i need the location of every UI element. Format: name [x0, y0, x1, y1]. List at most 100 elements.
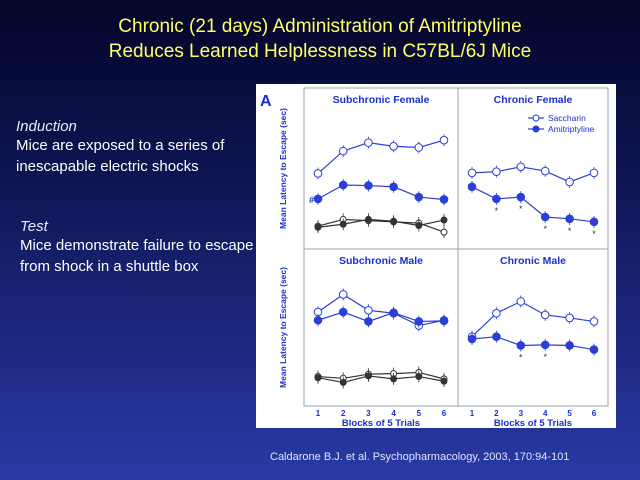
data-point [565, 177, 574, 187]
data-point [589, 345, 599, 354]
series-line [471, 336, 595, 351]
series-line [317, 218, 445, 228]
data-point [364, 317, 373, 326]
panel-title: Chronic Female [494, 94, 573, 106]
data-point [467, 168, 477, 178]
data-point [415, 373, 423, 381]
data-point [440, 216, 448, 224]
x-tick-label: 5 [567, 409, 572, 418]
x-tick-label: 3 [519, 409, 524, 418]
annotation-mark: # [309, 195, 314, 205]
data-point [516, 162, 526, 172]
data-point [313, 315, 323, 325]
series-line [471, 166, 595, 183]
x-tick-label: 4 [391, 409, 396, 418]
data-point [389, 182, 398, 192]
data-point [390, 375, 398, 383]
data-point [565, 341, 574, 350]
annotation-mark: * [592, 229, 596, 239]
series-line [471, 300, 595, 338]
data-point [565, 313, 574, 323]
data-point [440, 228, 448, 236]
data-point [492, 194, 501, 204]
x-tick-label: 4 [543, 409, 548, 418]
data-point [492, 332, 501, 341]
latency-figure: A Mean Latency to Escape (sec) Mean Latenc… [256, 84, 616, 428]
slide-title: Chronic (21 days) Administration of Amit… [0, 14, 640, 64]
series-line [317, 375, 445, 384]
data-point [540, 212, 550, 222]
x-axis-label: Blocks of 5 Trials [342, 418, 420, 428]
series-line [317, 311, 445, 323]
data-point [540, 166, 550, 176]
data-point [314, 374, 322, 382]
data-point [415, 221, 423, 229]
series-line [317, 218, 445, 233]
slide-title-line-1: Chronic (21 days) Administration of Amit… [118, 16, 522, 37]
data-point [414, 317, 424, 326]
test-block: Test Mice demonstrate failure to escape … [20, 218, 260, 277]
panel-title: Subchronic Female [333, 94, 430, 106]
test-text: Mice demonstrate failure to escape from … [20, 237, 254, 275]
legend-marker [532, 125, 540, 133]
data-point [467, 334, 477, 344]
data-point [540, 310, 550, 320]
data-point [364, 181, 373, 190]
series-line [317, 371, 445, 380]
induction-text: Mice are exposed to a series of inescapa… [16, 137, 225, 175]
data-point [589, 317, 599, 326]
x-tick-label: 5 [417, 409, 422, 418]
data-point [364, 372, 372, 380]
x-tick-label: 1 [316, 409, 321, 418]
y-axis-label: Mean Latency to Escape (sec) [278, 108, 288, 229]
legend-entry: Saccharin [548, 113, 586, 123]
data-point [338, 146, 348, 156]
x-tick-label: 6 [592, 409, 597, 418]
data-point [314, 223, 322, 231]
data-point [339, 220, 347, 228]
x-axis-label: Blocks of 5 Trials [494, 418, 572, 428]
data-point [414, 143, 424, 152]
data-point [565, 214, 574, 224]
data-point [516, 297, 526, 306]
latency-chart: A Mean Latency to Escape (sec) Mean Latenc… [260, 87, 609, 428]
data-point [338, 290, 348, 299]
data-point [390, 217, 398, 225]
x-tick-label: 3 [366, 409, 371, 418]
annotation-mark: * [495, 206, 499, 216]
induction-block: Induction Mice are exposed to a series o… [16, 118, 256, 177]
annotation-mark: * [568, 226, 572, 236]
x-tick-label: 2 [494, 409, 499, 418]
induction-heading: Induction [16, 118, 77, 135]
data-point [389, 308, 398, 317]
data-point [364, 138, 373, 147]
annotation-mark: * [543, 224, 547, 234]
data-point [339, 378, 347, 386]
data-point [313, 169, 323, 178]
data-point [389, 141, 398, 151]
series-line [317, 139, 445, 174]
data-point [516, 341, 526, 350]
data-point [516, 192, 526, 202]
series-line [317, 184, 445, 201]
data-point [467, 182, 477, 192]
data-point [439, 135, 449, 145]
data-point [313, 194, 323, 204]
data-point [589, 168, 599, 178]
data-point [364, 305, 373, 315]
data-point [440, 377, 448, 385]
slide-title-line-2: Reduces Learned Helplessness in C57BL/6J… [108, 41, 532, 62]
data-point [492, 167, 501, 176]
data-point [338, 307, 348, 317]
citation: Caldarone B.J. et al. Psychopharmacology… [270, 451, 570, 463]
y-axis-label: Mean Latency to Escape (sec) [278, 267, 288, 388]
data-point [439, 195, 449, 204]
data-point [540, 340, 550, 350]
annotation-mark: * [519, 204, 523, 214]
data-point [589, 217, 599, 227]
data-point [439, 316, 449, 326]
data-point [364, 215, 372, 223]
x-tick-label: 1 [470, 409, 475, 418]
legend-entry: Amitriptyline [548, 124, 595, 134]
panel-label: A [260, 93, 272, 110]
